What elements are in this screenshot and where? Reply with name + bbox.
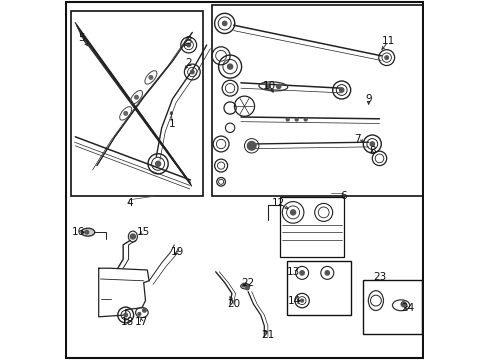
Circle shape bbox=[247, 141, 256, 150]
Circle shape bbox=[134, 95, 138, 99]
Bar bbox=[362, 280, 421, 334]
Bar bbox=[212, 5, 422, 196]
Circle shape bbox=[304, 118, 306, 121]
Text: 24: 24 bbox=[401, 303, 414, 313]
Circle shape bbox=[130, 234, 135, 239]
Circle shape bbox=[222, 21, 226, 26]
Circle shape bbox=[149, 76, 152, 79]
Circle shape bbox=[186, 43, 190, 47]
Circle shape bbox=[384, 56, 387, 59]
Circle shape bbox=[325, 271, 329, 275]
Circle shape bbox=[339, 88, 343, 92]
Bar bbox=[71, 11, 203, 196]
Text: 10: 10 bbox=[263, 81, 276, 91]
Circle shape bbox=[227, 64, 232, 69]
Circle shape bbox=[265, 84, 269, 89]
Circle shape bbox=[242, 283, 245, 287]
Circle shape bbox=[290, 210, 295, 215]
Text: 11: 11 bbox=[381, 36, 394, 46]
Circle shape bbox=[155, 161, 160, 166]
Text: 6: 6 bbox=[340, 191, 346, 201]
Text: 16: 16 bbox=[72, 227, 85, 237]
Text: 4: 4 bbox=[126, 198, 132, 208]
Text: 15: 15 bbox=[137, 227, 150, 237]
Text: 13: 13 bbox=[286, 267, 299, 277]
Circle shape bbox=[142, 309, 146, 312]
Circle shape bbox=[123, 313, 127, 317]
Circle shape bbox=[190, 70, 194, 74]
Text: 5: 5 bbox=[78, 33, 85, 43]
Text: 8: 8 bbox=[368, 146, 375, 156]
Text: 19: 19 bbox=[171, 247, 184, 257]
Text: 17: 17 bbox=[135, 317, 148, 327]
Text: 9: 9 bbox=[365, 94, 371, 104]
Text: 21: 21 bbox=[261, 330, 274, 340]
Text: 1: 1 bbox=[169, 119, 176, 129]
Circle shape bbox=[300, 299, 303, 302]
Circle shape bbox=[285, 118, 288, 121]
Text: 20: 20 bbox=[226, 299, 240, 309]
Circle shape bbox=[276, 84, 280, 89]
Text: 7: 7 bbox=[354, 134, 361, 144]
Circle shape bbox=[299, 271, 304, 275]
Text: 22: 22 bbox=[241, 278, 254, 288]
Text: 12: 12 bbox=[271, 198, 285, 208]
Text: 14: 14 bbox=[288, 296, 301, 306]
Bar bbox=[279, 197, 343, 257]
Text: 18: 18 bbox=[121, 317, 134, 327]
Circle shape bbox=[123, 112, 127, 115]
Circle shape bbox=[138, 312, 141, 315]
Circle shape bbox=[400, 302, 406, 307]
Circle shape bbox=[245, 286, 249, 290]
Circle shape bbox=[295, 118, 298, 121]
Text: 2: 2 bbox=[185, 58, 192, 68]
Circle shape bbox=[85, 230, 88, 234]
Text: 3: 3 bbox=[185, 36, 192, 46]
Ellipse shape bbox=[81, 228, 95, 236]
Circle shape bbox=[369, 142, 374, 146]
Bar bbox=[286, 261, 350, 315]
Text: 23: 23 bbox=[372, 272, 386, 282]
